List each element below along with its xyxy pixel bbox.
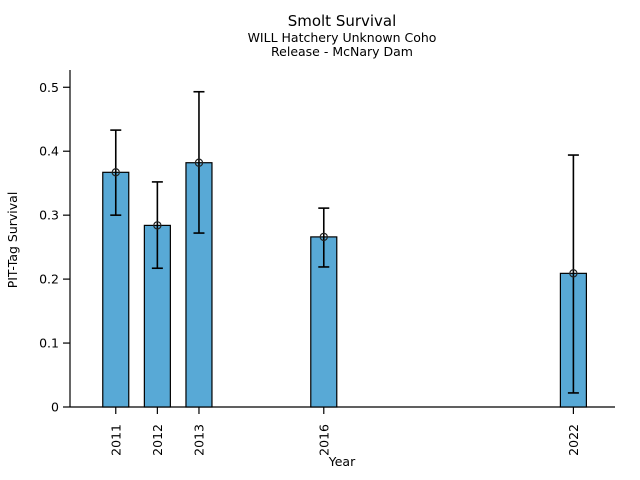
x-axis-label: Year <box>328 454 356 469</box>
y-tick-label-0.3: 0.3 <box>39 208 59 223</box>
x-tick-label-2011: 2011 <box>108 424 123 456</box>
chart-title: Smolt Survival <box>288 12 397 30</box>
y-tick-label-0.5: 0.5 <box>39 80 59 95</box>
x-tick-label-2012: 2012 <box>150 424 165 456</box>
x-tick-label-2022: 2022 <box>566 424 581 456</box>
marker-2012 <box>153 221 162 230</box>
chart-layer: 0 0.1 0.2 0.3 0.4 0.5 2011 2012 2013 2016 2022 <box>39 70 615 456</box>
y-axis-label: PIT-Tag Survival <box>5 192 20 289</box>
y-tick-label-0.4: 0.4 <box>39 144 59 159</box>
y-tick-label-0.1: 0.1 <box>39 336 59 351</box>
y-tick-label-0: 0 <box>51 400 59 415</box>
x-tick-label-2016: 2016 <box>316 424 331 456</box>
marker-2011 <box>111 168 120 177</box>
chart-subtitle-line1: WILL Hatchery Unknown Coho <box>248 30 437 45</box>
marker-2022 <box>569 269 578 278</box>
marker-2016 <box>319 232 328 242</box>
chart-subtitle-line2: Release - McNary Dam <box>271 44 413 59</box>
marker-2013 <box>194 158 204 167</box>
x-tick-label-2013: 2013 <box>191 424 206 456</box>
y-tick-label-0.2: 0.2 <box>39 272 59 287</box>
